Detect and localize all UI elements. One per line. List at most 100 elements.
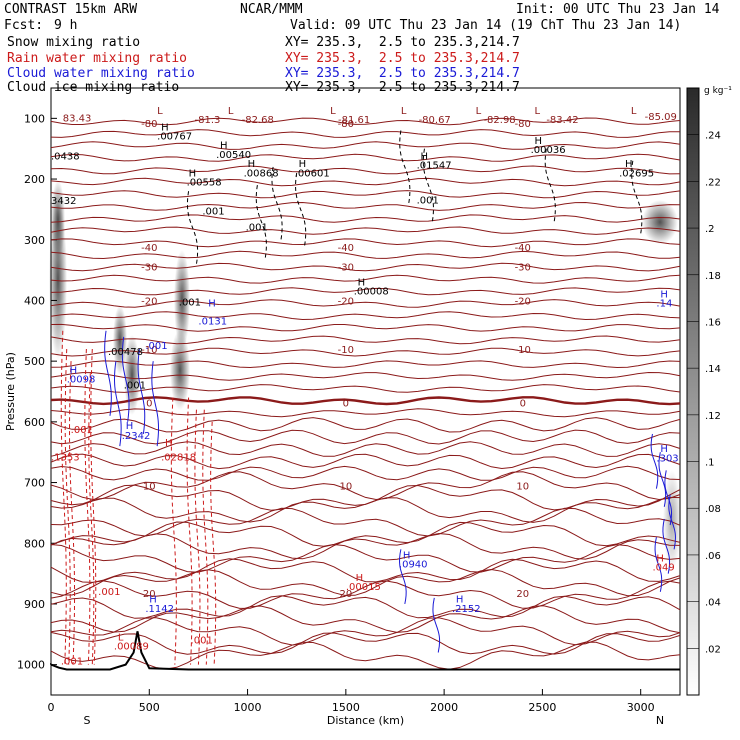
mixing-ratio-contour — [295, 172, 307, 246]
isotherm-line — [50, 129, 681, 138]
isotherm-line — [50, 417, 681, 433]
isotherm-line — [50, 453, 681, 470]
isotherm-line — [50, 141, 681, 150]
isotherm-line — [50, 496, 681, 523]
contour-annotation: -83.42 — [546, 115, 578, 126]
contour-annotation: .001 — [191, 635, 213, 646]
contour-annotation: .00868 — [244, 169, 279, 180]
isotherm-line — [50, 558, 681, 583]
isotherm-line — [50, 226, 681, 235]
contour-annotation: H — [660, 444, 668, 455]
contour-annotation: .001 — [61, 657, 83, 668]
mixing-ratio-contour — [104, 330, 112, 416]
contour-annotation: H — [421, 152, 429, 163]
contour-annotation: H — [456, 595, 464, 606]
contour-annotation: L — [535, 106, 541, 117]
isotherm-line — [50, 311, 681, 321]
contour-annotation: .02695 — [619, 169, 654, 180]
isotherm-label: -10 — [141, 345, 157, 356]
isotherm-label: 20 — [143, 589, 156, 600]
contour-annotation: -80.67 — [419, 115, 451, 126]
colorbar-unit: g kg⁻¹ — [704, 86, 732, 96]
isotherm-line — [50, 335, 681, 345]
contour-annotation: .00601 — [295, 169, 330, 180]
colorbar-tick-label: .06 — [705, 551, 721, 562]
y-tick-label: 100 — [24, 112, 45, 125]
isotherm-line — [50, 465, 681, 481]
contour-annotation: H — [625, 159, 633, 170]
contour-annotation: .00089 — [114, 641, 149, 652]
mixing-ratio-contour — [60, 330, 67, 665]
temperature-isotherms: -80 -80 -80 -40 -40 -40 -30 -30 -30 -20 -20 -20 -10 -… — [50, 117, 681, 670]
contour-annotation: H — [248, 159, 256, 170]
colorbar-gradient — [686, 87, 700, 696]
y-tick-label: 900 — [24, 598, 45, 611]
contour-annotation: H — [161, 122, 169, 133]
mixing-ratio-contour — [137, 348, 146, 435]
contour-annotation: H — [656, 553, 664, 564]
colorbar-tick-label: .04 — [705, 598, 721, 609]
mixing-ratio-contour — [187, 191, 199, 265]
contour-annotation: .1142 — [145, 604, 174, 615]
contour-annotation: .00036 — [531, 145, 566, 156]
contour-annotation: .303 — [656, 453, 678, 464]
isotherm-line — [50, 605, 681, 634]
isotherm-line — [50, 631, 681, 655]
isotherm-line — [50, 262, 681, 272]
isotherm-label: 0 — [343, 398, 349, 409]
contour-annotation: -85.09 — [645, 112, 677, 123]
mixing-ratio-contour — [662, 518, 670, 574]
contour-annotation: .2342 — [122, 431, 151, 442]
isotherm-line — [50, 384, 681, 393]
contour-annotation: .0940 — [399, 560, 428, 571]
isotherm-line — [50, 323, 681, 332]
contour-annotation: H — [535, 136, 543, 147]
contour-annotation: .001 — [124, 380, 146, 391]
isotherm-line — [50, 177, 681, 187]
y-tick-label: 800 — [24, 537, 45, 550]
isotherm-label: -30 — [141, 262, 157, 273]
isotherm-label: 10 — [143, 482, 156, 493]
contour-annotation: L — [631, 106, 637, 117]
contour-annotation: .001 — [179, 297, 201, 308]
isotherm-line — [50, 396, 681, 406]
contour-annotation: .001 — [145, 341, 167, 352]
legend-cloud-water-xy: XY= 235.3, 2.5 to 235.3,214.7 — [285, 66, 520, 81]
mixing-ratio-contour — [650, 433, 659, 489]
contour-annotation: .00540 — [216, 150, 251, 161]
isotherm-line — [50, 190, 681, 199]
isotherm-label: -80 — [338, 119, 354, 130]
contour-annotation: 83.43 — [63, 113, 92, 124]
colorbar-tick-label: .2 — [705, 224, 715, 235]
contour-annotation: .001 — [417, 195, 439, 206]
colorbar-tick-label: .1 — [705, 458, 715, 469]
forecast-value: 9 h — [54, 18, 78, 33]
x-axis-label: Distance (km) — [327, 714, 404, 727]
contour-annotation: H — [220, 141, 228, 152]
mixing-ratio-contour — [399, 549, 407, 605]
mixing-ratio-contour — [658, 452, 667, 507]
isotherm-line — [50, 165, 681, 175]
contour-annotation: .0131 — [198, 317, 227, 328]
isotherm-label: -20 — [515, 296, 531, 307]
isotherm-label: 20 — [516, 589, 529, 600]
isotherm-label: -40 — [515, 243, 531, 254]
legend-cloud-water: Cloud water mixing ratio — [7, 66, 195, 81]
mixing-ratio-contours — [60, 130, 676, 665]
annotations: 83.43L-81.3L-82.68L-81.61L-80.67L-82.98L… — [51, 106, 679, 668]
colorbar-tick-label: .14 — [705, 364, 721, 375]
colorbar-tick-label: .12 — [705, 411, 721, 422]
isotherm-line — [50, 274, 681, 284]
contour-annotation: .0098 — [67, 374, 96, 385]
contour-annotation: .2152 — [452, 604, 481, 615]
isotherm-line — [50, 568, 681, 597]
y-tick-label: 700 — [24, 477, 45, 490]
forecast-label: Fcst: — [4, 18, 44, 33]
left-endpoint-label: S — [84, 714, 91, 727]
colorbar-tick-label: .18 — [705, 271, 721, 282]
mixing-ratio-contour — [654, 537, 663, 592]
isotherm-line — [50, 580, 681, 609]
isotherm-line — [50, 299, 681, 308]
isotherm-label: -40 — [141, 243, 157, 254]
y-tick-label: 300 — [24, 234, 45, 247]
